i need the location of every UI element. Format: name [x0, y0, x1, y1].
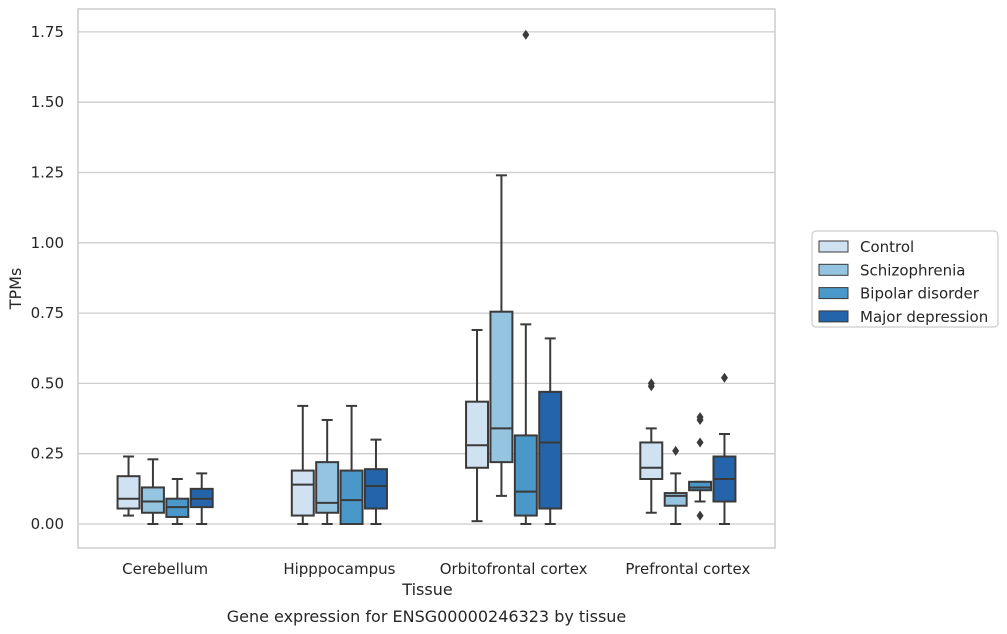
boxplot [465, 328, 490, 523]
box [290, 469, 315, 517]
boxplot [315, 418, 340, 525]
boxplots [116, 29, 737, 525]
x-tick-label: Orbitofrontal cortex [440, 560, 588, 578]
y-tick-label: 1.25 [31, 164, 64, 182]
outlier-point [696, 510, 704, 521]
y-tick-label: 0.25 [31, 445, 64, 463]
boxplot [140, 458, 165, 525]
x-tick-label: Cerebellum [122, 560, 208, 578]
legend-label: Major depression [860, 308, 988, 326]
boxplot [663, 445, 688, 525]
boxplot [712, 372, 737, 525]
boxplot [165, 478, 190, 525]
outlier-point [696, 412, 704, 423]
y-tick-label: 1.00 [31, 234, 64, 252]
boxplot [363, 438, 388, 525]
legend-label: Control [860, 238, 914, 256]
boxplot [189, 472, 214, 525]
box [639, 441, 664, 481]
outlier-point [696, 437, 704, 448]
outlier-point [647, 378, 655, 389]
outlier-point [672, 445, 680, 456]
box [688, 480, 713, 492]
chart-caption: Gene expression for ENSG00000246323 by t… [227, 607, 627, 626]
box [116, 475, 141, 510]
boxplot [116, 455, 141, 517]
y-tick-label: 0.50 [31, 374, 64, 392]
plot-frame [77, 8, 776, 549]
x-axis-label: Tissue [401, 580, 452, 599]
boxplot [489, 174, 514, 497]
boxplot [290, 404, 315, 525]
box [489, 310, 514, 464]
box [363, 468, 388, 510]
legend-label: Bipolar disorder [860, 285, 980, 303]
boxplot [639, 378, 664, 514]
y-tick-label: 1.75 [31, 23, 64, 41]
legend-swatch [818, 263, 849, 276]
box [140, 486, 165, 514]
x-tick-label: Hipppocampus [283, 560, 395, 578]
y-tick-label: 1.50 [31, 93, 64, 111]
box [465, 400, 490, 469]
legend-label: Schizophrenia [860, 261, 965, 279]
legend: Control Schizophrenia Bipolar disorder Majo… [811, 230, 999, 328]
boxplot [339, 404, 364, 525]
y-axis-ticks: 0.00 0.25 0.50 0.75 1.00 1.25 1.50 1.75 [31, 23, 64, 533]
x-axis-ticks: Cerebellum Hipppocampus Orbitofrontal cort… [122, 560, 750, 578]
legend-swatch [818, 240, 849, 253]
box [513, 434, 538, 517]
boxplot [538, 337, 563, 525]
boxplot [688, 412, 713, 521]
legend-frame [811, 230, 999, 328]
boxplot [513, 29, 538, 525]
box [538, 390, 563, 510]
box [315, 461, 340, 514]
grid [78, 31, 775, 525]
y-tick-label: 0.75 [31, 304, 64, 322]
legend-swatch [818, 287, 849, 300]
y-axis-label: TPMs [6, 268, 25, 311]
outlier-point [522, 29, 530, 40]
legend-swatch [818, 310, 849, 323]
outlier-point [720, 372, 728, 383]
y-tick-label: 0.00 [31, 515, 64, 533]
box [339, 469, 364, 525]
x-tick-label: Prefrontal cortex [625, 560, 750, 578]
